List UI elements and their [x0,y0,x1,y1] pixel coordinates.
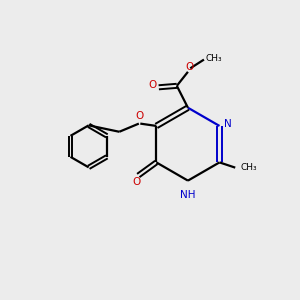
Text: CH₃: CH₃ [241,163,257,172]
Text: CH₃: CH₃ [206,54,222,63]
Text: O: O [148,80,157,90]
Text: O: O [185,61,194,72]
Text: O: O [133,177,141,187]
Text: O: O [136,111,144,121]
Text: N: N [224,119,232,130]
Text: NH: NH [180,190,195,200]
